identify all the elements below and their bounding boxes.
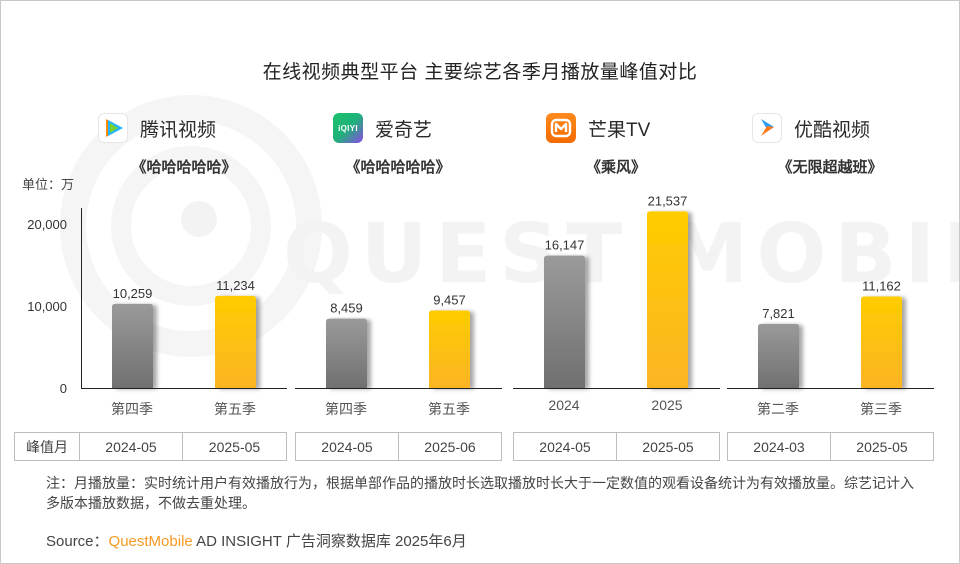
show-title: 《哈哈哈哈哈》 [345, 159, 451, 176]
bar-previous-season [544, 255, 585, 388]
peak-month-table: 2024-05 2025-05 [513, 432, 720, 461]
peak-month-cell: 2025-06 [424, 438, 476, 455]
peak-month-cell: 2024-05 [514, 433, 617, 460]
peak-month-cell: 2025-05 [208, 438, 261, 455]
platform-header-tencent: 腾讯视频 [98, 111, 216, 145]
platform-header-youku: 优酷视频 [752, 111, 870, 145]
peak-month-table: 2024-05 2025-06 [295, 432, 502, 461]
source-rest: AD INSIGHT 广告洞察数据库 2025年6月 [192, 533, 467, 550]
watermark-ring-outer [60, 95, 322, 357]
source-brand: QuestMobile [108, 533, 193, 550]
x-tick-label: 第二季 [757, 401, 799, 417]
iqiyi-logo-text: iQIYI [338, 123, 358, 133]
bar-current-season [429, 310, 470, 388]
y-tick-label: 0 [59, 381, 67, 396]
bar-value-label: 7,821 [762, 306, 795, 321]
bar-value-label: 21,537 [648, 193, 688, 208]
watermark-dot [181, 201, 217, 237]
peak-month-table: 2024-03 2025-05 [727, 432, 934, 461]
x-tick-label: 第三季 [860, 401, 902, 417]
peak-month-cell: 2024-05 [296, 433, 399, 460]
peak-month-cell: 2024-05 [80, 433, 183, 460]
platform-header-mango: 芒果TV [546, 111, 650, 145]
source-line: Source：QuestMobile AD INSIGHT 广告洞察数据库 20… [46, 530, 467, 551]
x-tick-label: 2024 [548, 397, 580, 413]
bar-previous-season [326, 318, 367, 388]
y-tick-label: 20,000 [27, 217, 67, 232]
watermark-ring-inner [111, 146, 271, 306]
mango-tv-logo-icon [546, 113, 576, 143]
bar-value-label: 16,147 [545, 238, 585, 253]
platform-name: 优酷视频 [794, 119, 871, 141]
x-tick-label: 第五季 [428, 401, 470, 417]
bar-value-label: 11,234 [216, 278, 255, 293]
show-title: 《无限超越班》 [777, 159, 883, 176]
tencent-video-logo-icon [98, 113, 128, 143]
unit-label: 单位：万 [22, 177, 75, 192]
peak-month-cell: 2024-03 [728, 433, 831, 460]
x-tick-label: 第四季 [325, 401, 367, 417]
platform-header-iqiyi: iQIYI 爱奇艺 [333, 111, 432, 145]
show-title: 《乘风》 [585, 159, 646, 176]
footnote: 注：月播放量：实时统计用户有效播放行为，根据单部作品的播放时长选取播放时长大于一… [46, 475, 914, 511]
platform-name: 腾讯视频 [140, 119, 217, 141]
bar-value-label: 8,459 [330, 301, 363, 316]
show-title: 《哈哈哈哈哈》 [131, 159, 237, 176]
platform-name: 爱奇艺 [375, 119, 433, 141]
bar-previous-season [112, 303, 153, 388]
peak-month-cell: 2025-05 [642, 438, 694, 455]
bar-current-season [215, 295, 256, 388]
x-tick-label: 第四季 [111, 401, 153, 417]
peak-month-row-label: 峰值月 [15, 433, 80, 460]
platform-name: 芒果TV [588, 119, 651, 141]
bar-value-label: 9,457 [433, 292, 466, 307]
x-tick-label: 第五季 [214, 401, 256, 417]
chart-title: 在线视频典型平台 主要综艺各季月播放量峰值对比 [262, 62, 698, 83]
peak-month-table: 峰值月 2024-05 2025-05 [14, 432, 287, 461]
y-tick-label: 10,000 [27, 299, 67, 314]
bar-value-label: 11,162 [862, 278, 901, 293]
bar-current-season [647, 211, 688, 388]
bar-current-season [861, 296, 902, 388]
youku-logo-icon [752, 113, 782, 143]
watermark-text: QUEST MOBILE [283, 207, 959, 302]
source-prefix: Source： [46, 533, 109, 550]
bar-value-label: 10,259 [113, 286, 153, 301]
bar-previous-season [758, 323, 799, 388]
x-tick-label: 2025 [651, 397, 683, 413]
iqiyi-logo-icon: iQIYI [333, 113, 363, 143]
peak-month-cell: 2025-05 [856, 438, 908, 455]
